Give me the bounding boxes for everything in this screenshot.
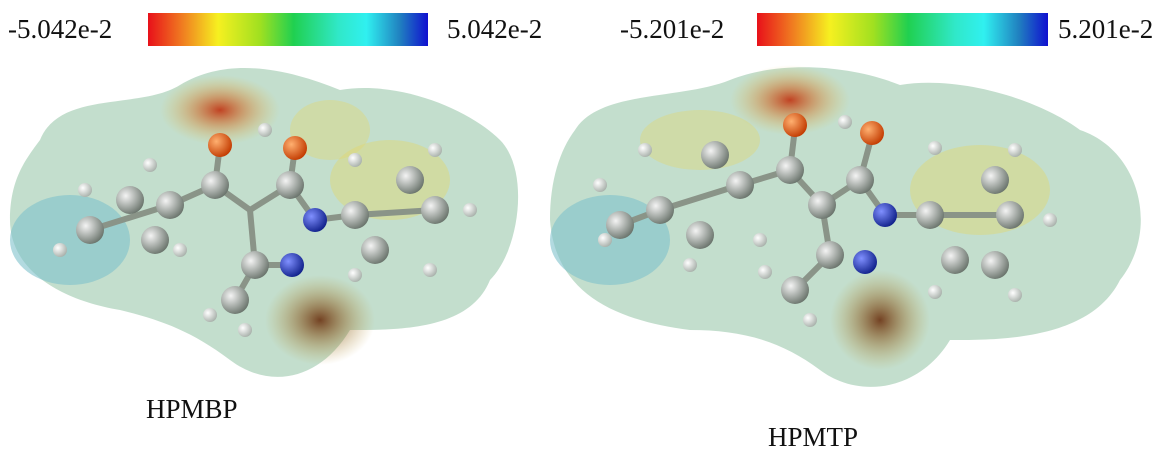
color-scale	[148, 13, 428, 46]
molecule-label: HPMBP	[146, 394, 238, 424]
panel: -5.042e-2 5.042e-2	[8, 13, 542, 424]
molecule-atoms	[53, 123, 477, 337]
panel: -5.201e-2 5.201e-2	[550, 13, 1153, 451]
scale-max-label: 5.042e-2	[447, 14, 542, 44]
molecule-atoms	[593, 113, 1057, 327]
color-scale	[757, 13, 1048, 46]
molecule-label: HPMTP	[768, 422, 858, 451]
molecule-surface	[10, 68, 519, 377]
scale-min-label: -5.042e-2	[8, 14, 112, 44]
scale-min-label: -5.201e-2	[620, 14, 724, 44]
scale-max-label: 5.201e-2	[1058, 14, 1153, 44]
